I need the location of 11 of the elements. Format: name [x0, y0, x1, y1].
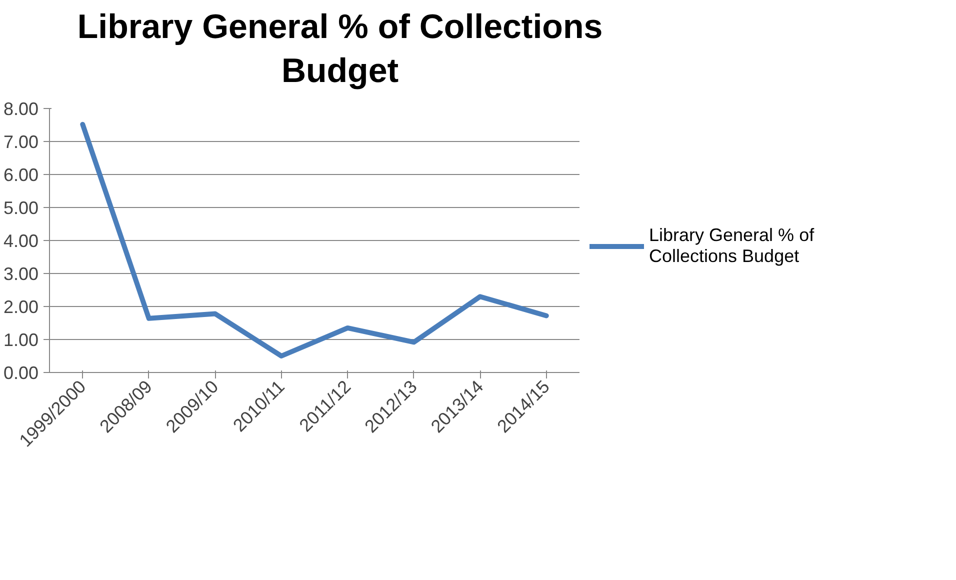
y-tick-label: 3.00 [3, 264, 39, 284]
y-tick-label: 4.00 [3, 231, 39, 252]
chart-title: Library General % of Collections Budget [76, 7, 604, 92]
y-tick-label: 8.00 [3, 99, 39, 120]
y-tick-label: 2.00 [3, 297, 39, 318]
legend-label: Library General % of Collections Budget [649, 225, 814, 268]
y-tick-label: 0.00 [3, 363, 39, 384]
y-tick-label: 6.00 [3, 165, 39, 186]
y-tick-label: 7.00 [3, 132, 39, 152]
y-tick-label: 5.00 [3, 198, 39, 218]
y-tick-label: 1.00 [3, 330, 39, 350]
